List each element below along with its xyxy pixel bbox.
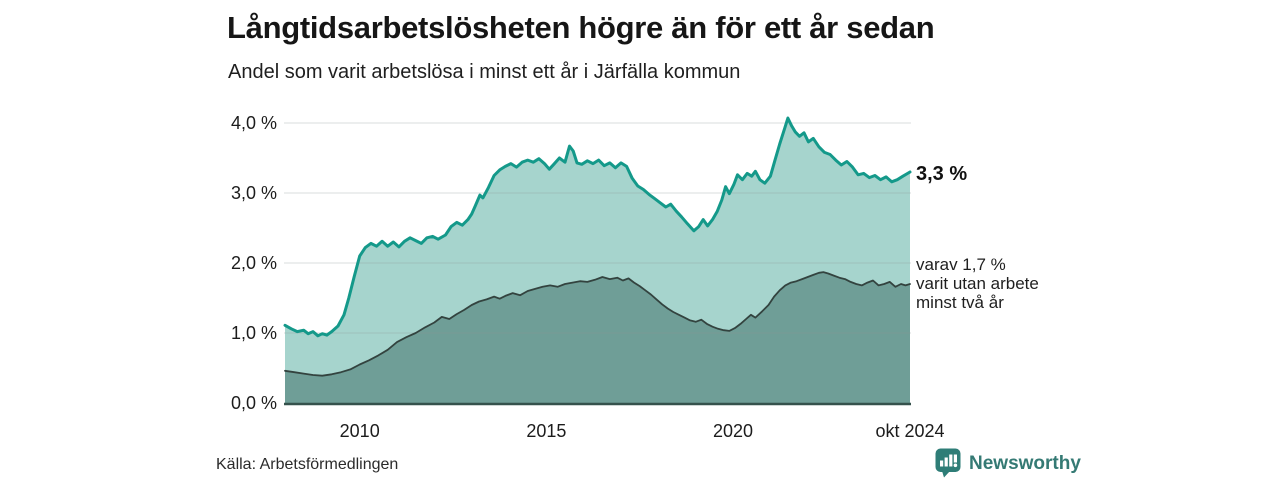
y-tick-label: 3,0 % [230, 183, 277, 203]
series-line-0 [283, 116, 912, 338]
y-tick-label: 0,0 % [230, 393, 277, 413]
series-end-annotation: varav 1,7 % varit utan arbete minst två … [916, 255, 1039, 312]
chart-title: Långtidsarbetslösheten högre än för ett … [227, 10, 935, 45]
series-end-value-label: 3,3 % [916, 163, 968, 185]
x-tick-label: 2010 [339, 421, 380, 441]
series-line-1 [284, 271, 911, 377]
bar-chart-pin-icon [935, 448, 961, 478]
annotation-line: minst två år [916, 293, 1004, 312]
y-tick-label: 4,0 % [230, 113, 277, 133]
annotation-line: varav 1,7 % [916, 255, 1006, 274]
chart-subtitle: Andel som varit arbetslösa i minst ett å… [228, 61, 741, 83]
x-tick-label: 2020 [712, 421, 754, 441]
source-note: Källa: Arbetsförmedlingen [216, 456, 399, 473]
x-tick-label: 2015 [526, 421, 567, 441]
annotation-line: varit utan arbete [916, 274, 1039, 293]
newsworthy-logo[interactable]: Newsworthy [935, 448, 1081, 479]
y-tick-label: 1,0 % [230, 323, 277, 343]
y-tick-label: 2,0 % [230, 253, 277, 273]
x-tick-label: okt 2024 [875, 421, 945, 441]
brand-name: Newsworthy [969, 452, 1081, 474]
series-area-1 [285, 272, 910, 403]
